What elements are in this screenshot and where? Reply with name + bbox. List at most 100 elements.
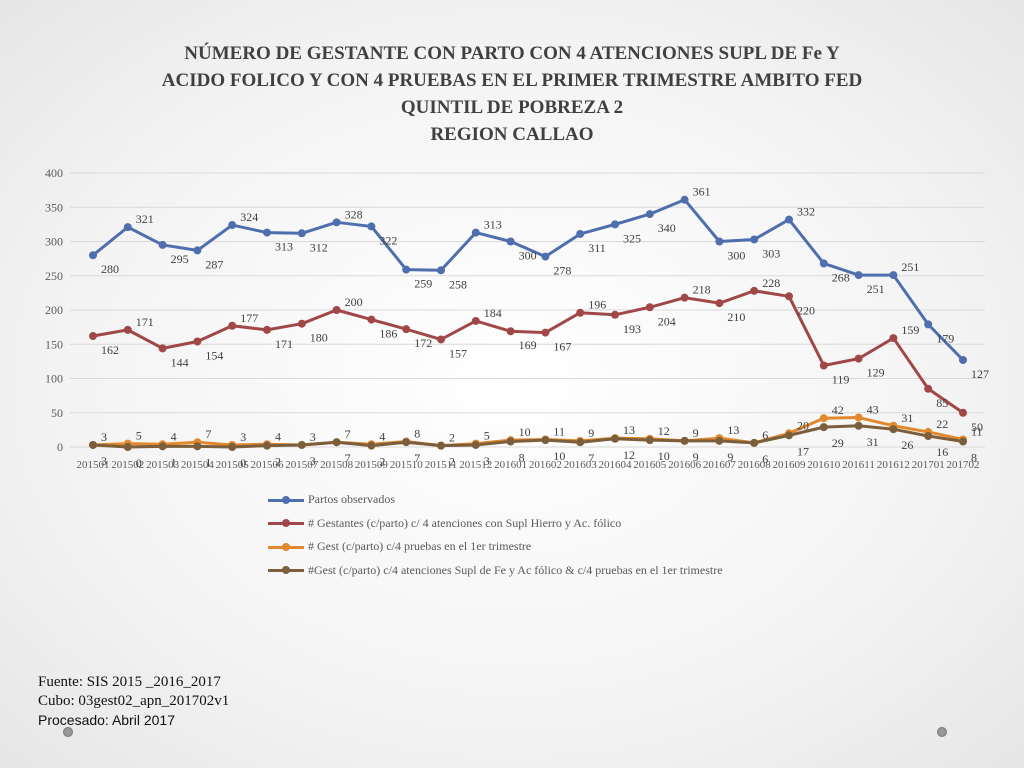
series-4-label-201612: 26 xyxy=(901,438,913,452)
series-2-point-201504 xyxy=(193,337,202,346)
series-2-label-201511: 157 xyxy=(449,346,467,360)
series-2-point-201512 xyxy=(471,316,480,325)
legend-label-partos: Partos observados xyxy=(308,492,395,507)
x-tick-label-201508: 201508 xyxy=(320,459,354,471)
series-2-label-201601: 169 xyxy=(519,338,537,352)
x-tick-label-201608: 201608 xyxy=(738,459,772,471)
series-2-point-201702 xyxy=(959,408,967,417)
legend-item-gest-combinado: #Gest (c/parto) c/4 atenciones Supl de F… xyxy=(268,559,723,583)
series-4-point-201509 xyxy=(367,441,376,450)
series-2-point-201510 xyxy=(402,325,411,334)
series-1-label-201612: 251 xyxy=(901,260,919,274)
series-4-point-201506 xyxy=(263,441,271,450)
series-1-label-201510: 259 xyxy=(414,277,432,291)
series-3-label-201702: 11 xyxy=(971,424,983,438)
series-2-point-201611 xyxy=(854,354,863,363)
series-3-point-201610 xyxy=(819,414,828,423)
series-line-1 xyxy=(92,198,965,362)
series-1-point-201601 xyxy=(506,237,515,246)
series-1-label-201505: 324 xyxy=(240,210,258,224)
series-4-point-201604 xyxy=(611,434,619,443)
series-1-label-201602: 278 xyxy=(553,264,571,278)
series-1-label-201511: 258 xyxy=(449,277,467,291)
chart-legend: Partos observados # Gestantes (c/parto) … xyxy=(268,488,723,582)
slide-bullet-right-icon xyxy=(937,727,947,737)
legend-item-gest-pruebas: # Gest (c/parto) c/4 pruebas en el 1er t… xyxy=(268,535,723,559)
series-4-point-201511 xyxy=(437,441,445,450)
series-1-label-201507: 312 xyxy=(310,240,328,254)
chart-title-line-4: REGION CALLAO xyxy=(430,124,594,145)
series-line-4 xyxy=(92,424,964,449)
series-4-label-201610: 29 xyxy=(832,436,844,450)
series-2-point-201612 xyxy=(889,334,898,343)
series-4-point-201502 xyxy=(123,443,132,451)
series-3-label-201701: 22 xyxy=(936,417,948,431)
series-1-point-201604 xyxy=(611,220,619,229)
series-2-point-201509 xyxy=(367,315,376,324)
series-1-label-201608: 303 xyxy=(762,246,780,260)
x-tick-label-201607: 201607 xyxy=(703,459,737,471)
series-1-point-201508 xyxy=(332,218,341,227)
series-2-label-201610: 119 xyxy=(832,372,850,386)
series-3-label-201603: 9 xyxy=(588,426,594,440)
series-2-label-201609: 220 xyxy=(797,303,815,317)
series-2-point-201606 xyxy=(680,293,689,302)
series-4-point-201603 xyxy=(576,438,585,447)
series-4-label-201501: 3 xyxy=(101,454,107,468)
y-tick-label-400: 400 xyxy=(45,166,63,180)
series-1-point-201502 xyxy=(123,223,132,232)
x-tick-label-201503: 201503 xyxy=(146,459,180,471)
y-tick-label-250: 250 xyxy=(45,269,63,283)
x-tick-label-201510: 201510 xyxy=(390,459,424,471)
legend-item-gestantes-supl: # Gestantes (c/parto) c/ 4 atenciones co… xyxy=(268,512,723,536)
series-1-label-201603: 311 xyxy=(588,241,606,255)
series-2-point-201607 xyxy=(715,299,724,308)
footer-processed: Procesado: Abril 2017 xyxy=(38,712,175,728)
series-3-label-201506: 4 xyxy=(275,429,281,443)
series-4-point-201602 xyxy=(541,436,550,445)
x-tick-label-201507: 201507 xyxy=(285,459,319,471)
series-2-point-201601 xyxy=(506,327,515,336)
series-2-point-201605 xyxy=(645,303,654,312)
series-4-label-201502: 0 xyxy=(136,456,142,470)
series-2-point-201602 xyxy=(541,328,550,337)
series-1-point-201506 xyxy=(263,228,271,237)
series-1-point-201607 xyxy=(715,237,724,246)
series-1-label-201512: 313 xyxy=(484,218,502,232)
series-4-point-201609 xyxy=(785,431,793,440)
x-tick-label-201702: 201702 xyxy=(947,459,980,471)
series-4-label-201604: 12 xyxy=(623,448,635,462)
footer-cube: Cubo: 03gest02_apn_201702v1 xyxy=(38,693,230,709)
series-3-label-201602: 11 xyxy=(553,424,565,438)
series-4-label-201602: 10 xyxy=(553,449,565,463)
x-tick-label-201606: 201606 xyxy=(668,459,702,471)
series-4-point-201501 xyxy=(89,440,97,449)
series-2-point-201701 xyxy=(924,384,933,393)
series-2-label-201702: 50 xyxy=(971,420,983,434)
series-2-point-201609 xyxy=(785,292,793,301)
series-4-label-201601: 8 xyxy=(519,451,525,465)
series-3-label-201608: 6 xyxy=(762,428,768,442)
y-tick-label-50: 50 xyxy=(51,406,63,420)
series-1-point-201511 xyxy=(437,266,445,275)
series-2-label-201602: 167 xyxy=(553,340,571,354)
series-1-point-201609 xyxy=(785,215,793,224)
legend-item-partos: Partos observados xyxy=(268,488,723,512)
series-1-label-201509: 322 xyxy=(379,233,397,247)
series-line-2 xyxy=(92,289,964,414)
y-tick-label-150: 150 xyxy=(45,337,63,351)
series-4-label-201510: 7 xyxy=(414,451,420,465)
series-1-label-201504: 287 xyxy=(205,257,223,271)
series-4-label-201508: 7 xyxy=(345,451,351,465)
series-1-label-201609: 332 xyxy=(797,205,815,219)
y-tick-label-0: 0 xyxy=(57,440,63,454)
series-2-label-201603: 196 xyxy=(588,298,606,312)
x-tick-label-201512: 201512 xyxy=(459,459,492,471)
series-1-point-201512 xyxy=(471,228,480,237)
series-3-label-201511: 2 xyxy=(449,431,455,445)
footer-source: Fuente: SIS 2015 _2016_2017 xyxy=(38,674,221,690)
x-tick-label-201511: 201511 xyxy=(425,459,458,471)
slide-bullet-left-icon xyxy=(63,727,73,737)
series-4-label-201611: 31 xyxy=(867,435,879,449)
